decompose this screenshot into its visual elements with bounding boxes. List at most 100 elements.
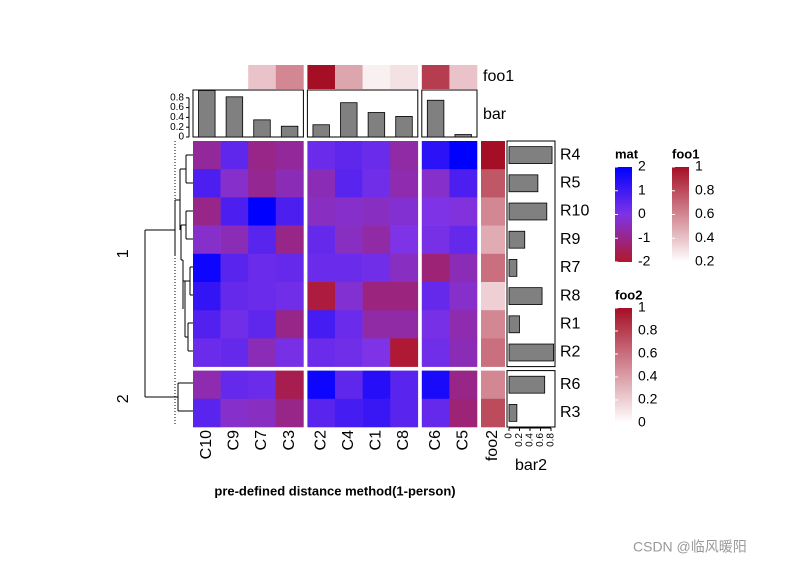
heatmap-cell (248, 141, 277, 170)
heatmap-cell (335, 225, 363, 255)
legend-tick-label: 0.4 (638, 368, 658, 384)
heatmap-cell (307, 225, 336, 255)
heatmap-cell (390, 338, 419, 367)
heatmap-cell (449, 282, 478, 311)
column-label: C5 (454, 430, 471, 451)
y-tick-label: 0 (178, 132, 184, 143)
row-label: R9 (560, 231, 581, 248)
column-label: C6 (427, 430, 444, 451)
legend-tick-label: 0.8 (638, 322, 658, 338)
legend-title: foo1 (672, 146, 699, 161)
annotation-name: foo1 (483, 68, 514, 85)
heatmap-cell (335, 370, 363, 400)
heatmap-cell (421, 197, 450, 226)
heatmap-cell (220, 370, 249, 400)
heatmap-cell (421, 310, 450, 339)
heatmap-cell (362, 398, 391, 428)
bar (426, 99, 445, 138)
annotation-box (306, 89, 419, 138)
heatmap-cell (307, 370, 336, 400)
row-label: R3 (560, 404, 581, 421)
heatmap-cell (275, 197, 304, 226)
annotation-cell (481, 338, 505, 367)
row-label: R1 (560, 316, 581, 333)
bar (312, 124, 330, 138)
legend-tick-label: 0.6 (638, 345, 658, 361)
heatmap-cell (335, 282, 363, 311)
bar (395, 116, 413, 138)
annotation-cell (481, 398, 505, 428)
annotation-cell (248, 65, 277, 89)
heatmap-cell (248, 370, 277, 400)
heatmap-cell (220, 141, 249, 170)
bar (508, 230, 526, 249)
heatmap-cell (390, 398, 419, 428)
annotation-cell (449, 65, 478, 89)
heatmap-cell (193, 398, 221, 428)
heatmap-cell (362, 310, 391, 339)
heatmap-cell (421, 282, 450, 311)
heatmap-cell (220, 197, 249, 226)
heatmap-cell (307, 338, 336, 367)
heatmap-cell (449, 141, 478, 170)
heatmap-cell (220, 169, 249, 198)
annotation-box (421, 89, 478, 138)
heatmap-cell (362, 253, 391, 283)
heatmap-cell (275, 398, 304, 428)
heatmap-cell (421, 225, 450, 255)
heatmap-cell (307, 141, 336, 170)
heatmap-cell (220, 225, 249, 255)
heatmap-cell (449, 197, 478, 226)
bar (508, 202, 548, 221)
annotation-cell (275, 65, 304, 89)
heatmap-cell (193, 282, 221, 311)
y-tick-label: 0.4 (170, 112, 184, 123)
heatmap-cell (362, 338, 391, 367)
row-label: R8 (560, 287, 581, 304)
bar (508, 404, 518, 422)
heatmap-cell (220, 398, 249, 428)
annotation-cell (481, 282, 505, 311)
annotation-box (192, 89, 304, 138)
heatmap-cell (248, 282, 277, 311)
bar (280, 125, 299, 138)
heatmap-cell (307, 197, 336, 226)
column-label: C2 (312, 430, 329, 451)
heatmap-cell (390, 370, 419, 400)
bar (508, 259, 518, 277)
heatmap-cell (335, 169, 363, 198)
heatmap-cell (335, 141, 363, 170)
legend-title: mat (615, 146, 639, 161)
heatmap-cell (449, 310, 478, 339)
heatmap-cell (275, 338, 304, 367)
heatmap-cell (335, 338, 363, 367)
heatmap-cell (362, 370, 391, 400)
x-tick-label: 0.8 (546, 433, 557, 447)
bar (225, 96, 244, 138)
heatmap-cell (193, 370, 221, 400)
heatmap-cell (275, 225, 304, 255)
legend-tick-label: 0.4 (695, 229, 715, 245)
annotation-cell (307, 65, 336, 89)
annotation-box (506, 370, 556, 428)
heatmap-cell (193, 225, 221, 255)
legend-tick-label: 1 (638, 299, 646, 315)
heatmap-cell (248, 253, 277, 283)
x-tick-label: 0.6 (535, 433, 546, 447)
legend-tick-label: 0.8 (695, 181, 715, 197)
bar (508, 315, 520, 334)
heatmap-cell (390, 282, 419, 311)
heatmap-cell (362, 282, 391, 311)
annotation-name: bar2 (515, 457, 547, 474)
column-label: C8 (395, 430, 412, 451)
heatmap-cell (193, 253, 221, 283)
heatmap-cell (220, 253, 249, 283)
heatmap-cell (307, 169, 336, 198)
heatmap-cell (421, 370, 450, 400)
heatmap-cell (390, 169, 419, 198)
bar (508, 174, 539, 193)
heatmap-cell (307, 310, 336, 339)
annotation-cell (421, 65, 450, 89)
x-tick-label: 0 (504, 433, 515, 439)
